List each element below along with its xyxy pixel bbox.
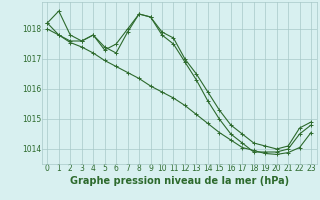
- X-axis label: Graphe pression niveau de la mer (hPa): Graphe pression niveau de la mer (hPa): [70, 176, 289, 186]
